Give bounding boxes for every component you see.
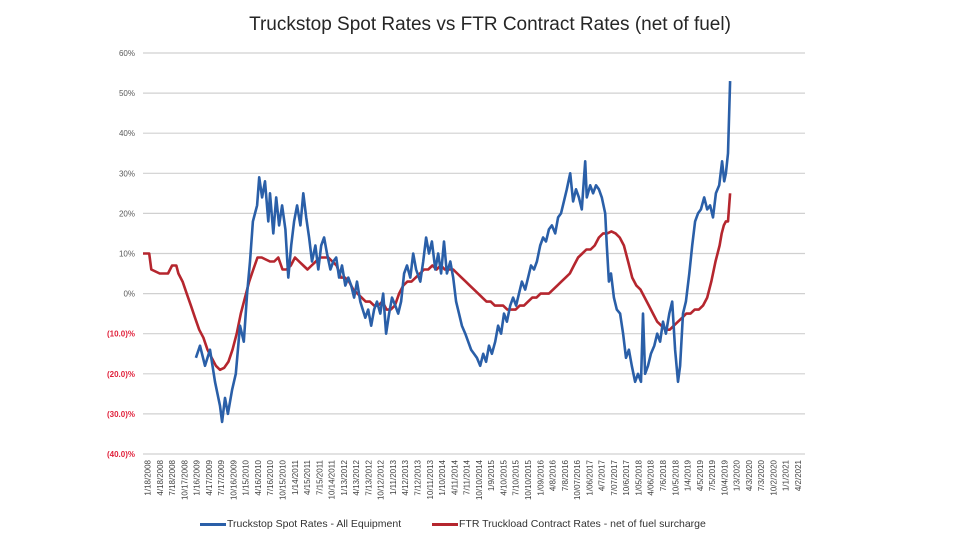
gridlines: [143, 52, 805, 455]
x-tick-label: 7/5/2019: [708, 459, 717, 491]
y-tick-label: 50%: [119, 89, 135, 98]
x-tick-label: 1/11/2013: [389, 459, 398, 495]
x-tick-label: 1/05/2018: [634, 459, 643, 495]
legend-label-spot: Truckstop Spot Rates - All Equipment: [227, 518, 402, 530]
x-tick-label: 1/06/2017: [585, 459, 594, 495]
x-tick-label: 7/8/2016: [561, 459, 570, 491]
legend: Truckstop Spot Rates - All Equipment FTR…: [200, 518, 820, 538]
x-tick-label: 1/15/2010: [242, 459, 251, 495]
y-tick-label: (10.0)%: [107, 330, 135, 339]
y-tick-label: (30.0)%: [107, 410, 135, 419]
y-tick-label: 60%: [119, 49, 135, 58]
x-tick-label: 7/11/2014: [463, 459, 472, 495]
x-tick-label: 7/07/2017: [610, 459, 619, 495]
x-tick-label: 1/16/2009: [193, 459, 202, 495]
x-tick-label: 10/16/2009: [229, 459, 238, 500]
x-tick-label: 4/2/2021: [794, 459, 803, 491]
x-tick-label: 7/16/2010: [266, 459, 275, 495]
x-tick-label: 7/18/2008: [168, 459, 177, 495]
x-tick-label: 4/15/2011: [303, 459, 312, 495]
series-lines: [143, 81, 732, 424]
x-tick-label: 10/10/2015: [524, 459, 533, 500]
x-tick-label: 4/7/2017: [598, 459, 607, 491]
chart-title: Truckstop Spot Rates vs FTR Contract Rat…: [249, 14, 731, 35]
x-tick-label: 10/6/2017: [622, 459, 631, 495]
x-tick-label: 4/10/2015: [499, 459, 508, 495]
x-tick-label: 10/5/2018: [671, 459, 680, 495]
legend-item-spot: Truckstop Spot Rates - All Equipment: [200, 518, 401, 530]
x-tick-label: 4/17/2009: [205, 459, 214, 495]
x-tick-label: 7/3/2020: [757, 459, 766, 491]
x-tick-label: 4/5/2019: [696, 459, 705, 491]
x-tick-label: 7/6/2018: [659, 459, 668, 491]
x-tick-label: 7/10/2015: [512, 459, 521, 495]
x-tick-label: 4/18/2008: [156, 459, 165, 495]
y-tick-label: 10%: [119, 250, 135, 259]
x-tick-label: 10/2/2020: [769, 459, 778, 495]
y-tick-label: 0%: [123, 290, 135, 299]
legend-item-contract: FTR Truckload Contract Rates - net of fu…: [432, 518, 706, 530]
x-tick-label: 1/09/2016: [536, 459, 545, 495]
y-axis-ticks: 60% 50% 40% 30% 20% 10% 0% (10.0)% (20.0)% (30.0)…: [107, 49, 135, 459]
x-tick-label: 4/13/2012: [352, 459, 361, 495]
x-tick-label: 4/3/2020: [745, 459, 754, 491]
x-tick-label: 7/15/2011: [315, 459, 324, 495]
x-tick-label: 10/11/2013: [426, 459, 435, 499]
x-axis-ticks: 1/18/2008 4/18/2008 7/18/2008 10/17/2008 1/1…: [144, 459, 804, 500]
y-tick-label: 30%: [119, 169, 135, 178]
x-tick-label: 7/17/2009: [217, 459, 226, 495]
x-tick-label: 1/14/2011: [291, 459, 300, 495]
x-tick-label: 4/8/2016: [549, 459, 558, 491]
x-tick-label: 1/18/2008: [144, 459, 153, 495]
x-tick-label: 10/4/2019: [720, 459, 729, 495]
y-tick-label: 40%: [119, 129, 135, 138]
x-tick-label: 1/4/2019: [684, 459, 693, 491]
legend-swatch-contract: [432, 522, 458, 526]
y-tick-label: (40.0)%: [107, 450, 135, 459]
x-tick-label: 4/06/2018: [647, 459, 656, 495]
series-line-truckstop-spot-rates: [194, 81, 732, 424]
legend-label-contract: FTR Truckload Contract Rates - net of fu…: [459, 518, 706, 530]
x-tick-label: 1/13/2012: [340, 459, 349, 495]
x-tick-label: 1/3/2020: [733, 459, 742, 491]
x-tick-label: 4/12/2013: [401, 459, 410, 495]
y-tick-label: (20.0)%: [107, 370, 135, 379]
y-tick-label: 20%: [119, 209, 135, 218]
x-tick-label: 1/9/2015: [487, 459, 496, 491]
x-tick-label: 1/1/2021: [782, 459, 791, 491]
x-tick-label: 7/13/2012: [364, 459, 373, 495]
x-tick-label: 10/17/2008: [180, 459, 189, 500]
x-tick-label: 10/14/2011: [328, 459, 337, 499]
x-tick-label: 10/10/2014: [475, 459, 484, 500]
x-tick-label: 4/11/2014: [450, 459, 459, 495]
x-tick-label: 10/12/2012: [377, 459, 386, 500]
x-tick-label: 10/15/2010: [279, 459, 288, 500]
x-tick-label: 7/12/2013: [414, 459, 423, 495]
x-tick-label: 4/16/2010: [254, 459, 263, 495]
x-tick-label: 10/07/2016: [573, 459, 582, 500]
legend-swatch-spot: [200, 522, 226, 526]
x-tick-label: 1/10/2014: [438, 459, 447, 495]
